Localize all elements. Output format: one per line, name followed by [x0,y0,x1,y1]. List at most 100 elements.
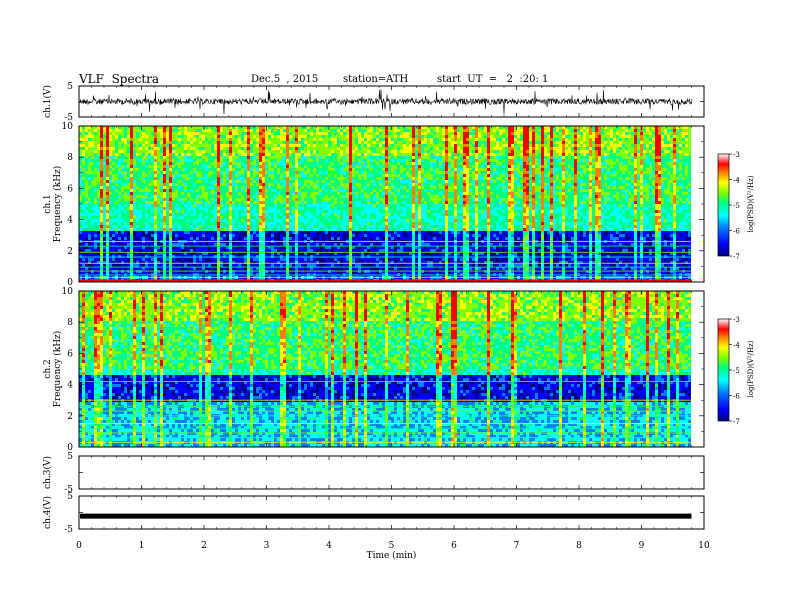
spectrogram-cell [490,159,493,162]
spectrogram-cell [589,147,592,150]
spectrogram-cell [178,135,181,138]
spectrogram-cell [589,186,592,189]
spectrogram-cell [148,138,151,141]
spectrogram-cell [250,177,253,180]
spectrogram-cell [196,174,199,177]
spectrogram-cell [415,141,418,144]
spectrogram-cell [112,189,115,192]
spectrogram-cell [523,141,526,144]
spectrogram-cell [361,165,364,168]
spectrogram-cell [217,195,220,198]
spectrogram-cell [256,156,259,159]
spectrogram-cell [538,156,541,159]
spectrogram-cell [232,132,235,135]
spectrogram-cell [481,150,484,153]
spectrogram-cell [676,183,679,186]
spectrogram-cell [634,153,637,156]
spectrogram-cell [523,174,526,177]
spectrogram-cell [406,138,409,141]
spectrogram-cell [586,153,589,156]
spectrogram-cell [151,147,154,150]
spectrogram-cell [298,159,301,162]
spectrogram-cell [619,144,622,147]
spectrogram-cell [427,129,430,132]
spectrogram-cell [397,138,400,141]
spectrogram-cell [217,189,220,192]
spectrogram-cell [349,147,352,150]
spectrogram-cell [541,192,544,195]
spectrogram-cell [601,192,604,195]
spectrogram-cell [280,186,283,189]
spectrogram-cell [682,165,685,168]
spectrogram-cell [580,162,583,165]
spectrogram-cell [496,132,499,135]
spectrogram-cell [472,168,475,171]
spectrogram-cell [475,162,478,165]
spectrogram-cell [175,168,178,171]
spectrogram-cell [421,159,424,162]
spectrogram-cell [595,147,598,150]
spectrogram-cell [229,144,232,147]
spectrogram-cell [541,150,544,153]
spectrogram-cell [487,150,490,153]
spectrogram-cell [124,138,127,141]
spectrogram-cell [505,135,508,138]
spectrogram-cell [628,147,631,150]
spectrogram-cell [514,195,517,198]
spectrogram-cell [586,186,589,189]
spectrogram-cell [280,162,283,165]
spectrogram-cell [445,177,448,180]
spectrogram-cell [121,180,124,183]
spectrogram-cell [241,147,244,150]
spectrogram-cell [133,174,136,177]
spectrogram-cell [664,135,667,138]
spectrogram-cell [118,147,121,150]
spectrogram-cell [535,183,538,186]
spectrogram-cell [589,129,592,132]
spectrogram-cell [91,159,94,162]
spectrogram-cell [169,147,172,150]
spectrogram-cell [412,177,415,180]
spectrogram-cell [415,138,418,141]
spectrogram-cell [529,138,532,141]
spectrogram-cell [520,180,523,183]
spectrogram-cell [649,189,652,192]
spectrogram-cell [520,174,523,177]
spectrogram-cell [106,162,109,165]
spectrogram-cell [577,135,580,138]
spectrogram-cell [307,189,310,192]
spectrogram-cell [172,147,175,150]
spectrogram-cell [220,162,223,165]
spectrogram-cell [544,150,547,153]
spectrogram-cell [601,165,604,168]
spectrogram-cell [268,198,271,201]
spectrogram-cell [367,177,370,180]
spectrogram-cell [562,180,565,183]
spectrogram-cell [85,147,88,150]
spectrogram-cell [124,162,127,165]
spectrogram-cell [151,141,154,144]
spectrogram-cell [298,162,301,165]
spectrogram-cell [667,183,670,186]
spectrogram-cell [655,165,658,168]
spectrogram-cell [370,165,373,168]
spectrogram-cell [211,165,214,168]
spectrogram-cell [412,195,415,198]
spectrogram-cell [526,147,529,150]
spectrogram-cell [478,138,481,141]
spectrogram-cell [202,183,205,186]
spectrogram-cell [130,165,133,168]
spectrogram-cell [115,156,118,159]
spectrogram-cell [259,156,262,159]
spectrogram-cell [658,186,661,189]
spectrogram-cell [658,156,661,159]
spectrogram-cell [208,141,211,144]
spectrogram-cell [259,195,262,198]
spectrogram-cell [502,168,505,171]
spectrogram-cell [442,189,445,192]
spectrogram-cell [475,150,478,153]
spectrogram-cell [322,192,325,195]
spectrogram-cell [217,153,220,156]
spectrogram-cell [349,174,352,177]
spectrogram-cell [238,147,241,150]
